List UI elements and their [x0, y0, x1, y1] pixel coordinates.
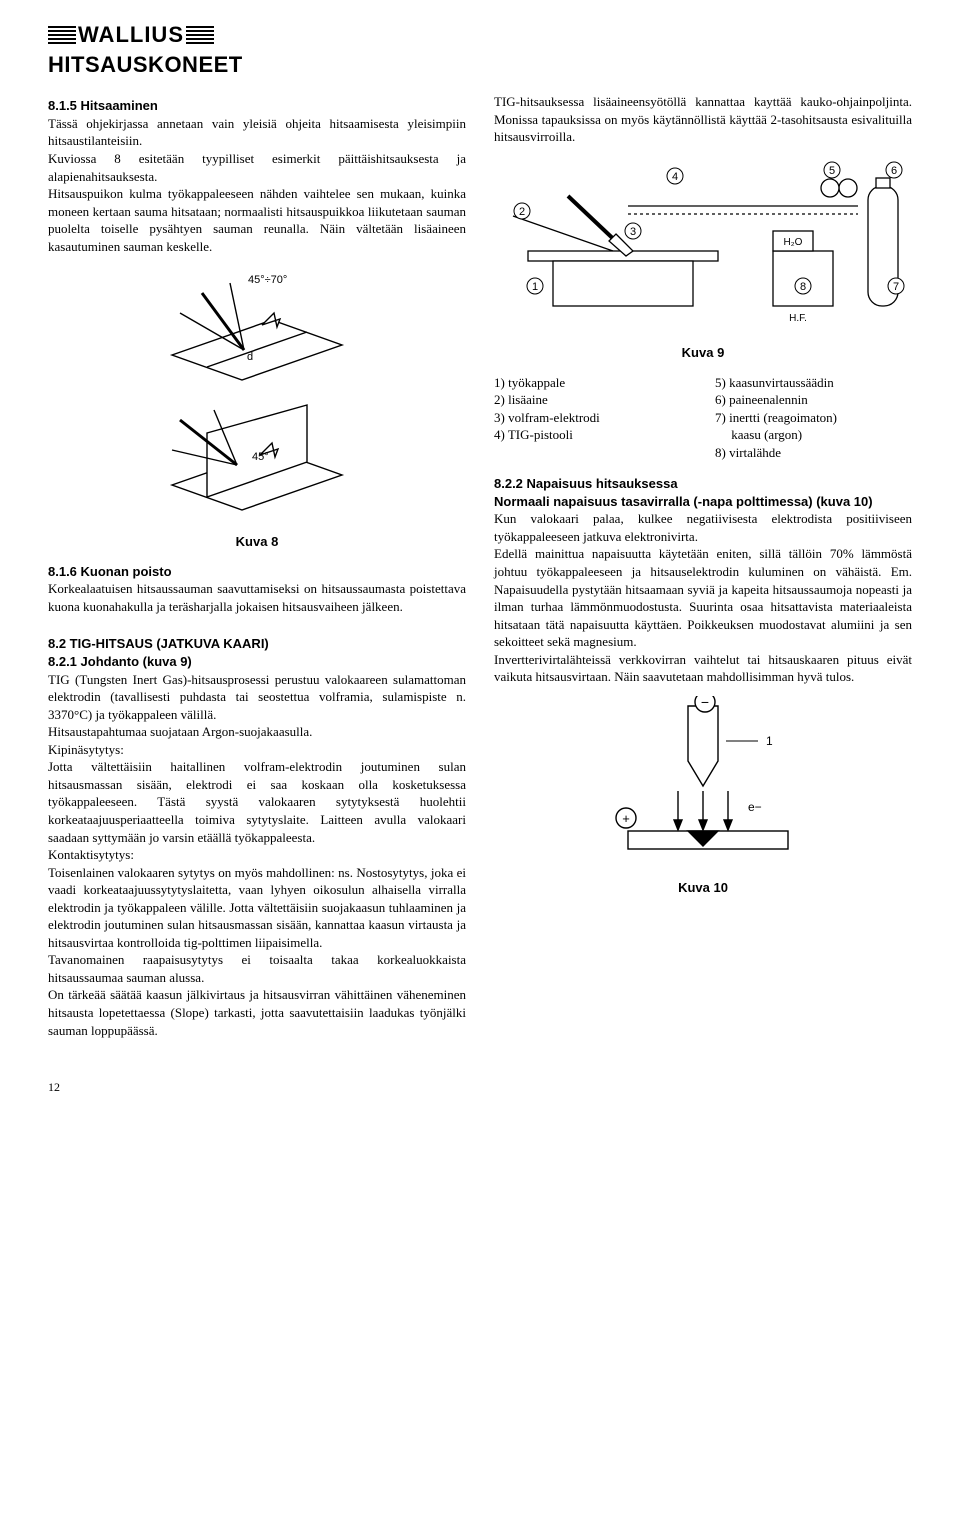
label-kipina: Kipinäsytytys: [48, 741, 466, 759]
fig9-hf: H.F. [789, 313, 807, 324]
logo-stripe-right [186, 26, 214, 44]
fig8-d: d [247, 351, 253, 363]
para-8-2-1f: On tärkeää säätää kaasun jälkivirtaus ja… [48, 986, 466, 1039]
page-number: 12 [48, 1079, 912, 1095]
fig10-plus: + [622, 811, 630, 826]
brand-logo: WALLIUS HITSAUSKONEET [48, 20, 912, 79]
para-8-1-5: Tässä ohjekirjassa annetaan vain yleisiä… [48, 115, 466, 255]
figure-8-caption: Kuva 8 [48, 533, 466, 551]
figure-8: 45°÷70° d 45° [48, 265, 466, 525]
para-8-1-6: Korkealaatuisen hitsaussauman saavuttami… [48, 580, 466, 615]
legend-1: 1) työkappale [494, 374, 691, 392]
fig9-n5: 5 [829, 165, 835, 177]
fig9-n8: 8 [800, 281, 806, 293]
legend-7b: kaasu (argon) [715, 426, 912, 444]
logo-stripe-left [48, 26, 76, 44]
figure-9-caption: Kuva 9 [494, 344, 912, 362]
heading-8-1-6: 8.1.6 Kuonan poisto [48, 563, 466, 581]
left-column: 8.1.5 Hitsaaminen Tässä ohjekirjassa ann… [48, 93, 466, 1039]
heading-8-2-2: 8.2.2 Napaisuus hitsauksessa [494, 475, 912, 493]
figure-9: 1 2 3 4 5 6 7 8 H₂O H.F. [494, 156, 912, 336]
figure-10: − + 1 e− [494, 696, 912, 871]
fig10-minus: − [701, 696, 709, 710]
legend-6: 6) paineenalennin [715, 391, 912, 409]
fig9-n4: 4 [672, 171, 678, 183]
legend-5: 5) kaasunvirtaussäädin [715, 374, 912, 392]
heading-8-1-5: 8.1.5 Hitsaaminen [48, 97, 466, 115]
para-8-2-2b: Edellä mainittua napaisuutta käytetään e… [494, 545, 912, 650]
legend-3: 3) volfram-elektrodi [494, 409, 691, 427]
para-8-2-2c: Invertterivirtalähteissä verkkovirran va… [494, 651, 912, 686]
fig8-angle-bot: 45° [252, 451, 269, 463]
right-column: TIG-hitsauksessa lisäaineensyötöllä kann… [494, 93, 912, 1039]
legend-8: 8) virtalähde [715, 444, 912, 462]
para-8-2-1e: Tavanomainen raapaisusytytys ei toisaalt… [48, 951, 466, 986]
fig8-angle-top: 45°÷70° [248, 274, 287, 286]
fig9-n7: 7 [893, 281, 899, 293]
fig9-n2: 2 [519, 206, 525, 218]
fig10-em: e− [748, 800, 762, 814]
brand-name: WALLIUS [78, 20, 184, 50]
legend-2: 2) lisäaine [494, 391, 691, 409]
fig9-n3: 3 [630, 226, 636, 238]
para-8-2-1d: Toisenlainen valokaaren sytytys on myös … [48, 864, 466, 952]
fig10-one: 1 [766, 734, 773, 748]
legend-7: 7) inertti (reagoimaton) [715, 409, 912, 427]
brand-subname: HITSAUSKONEET [48, 50, 912, 80]
para-tig-intro: TIG-hitsauksessa lisäaineensyötöllä kann… [494, 93, 912, 146]
label-kontakti: Kontaktisytytys: [48, 846, 466, 864]
heading-8-2-1: 8.2.1 Johdanto (kuva 9) [48, 653, 466, 671]
para-8-2-1a: TIG (Tungsten Inert Gas)-hitsausprosessi… [48, 671, 466, 724]
figure-10-caption: Kuva 10 [494, 879, 912, 897]
fig9-h2o: H₂O [784, 237, 803, 248]
legend-4: 4) TIG-pistooli [494, 426, 691, 444]
para-8-2-2a: Kun valokaari palaa, kulkee negatiivises… [494, 510, 912, 545]
para-8-2-1c: Jotta vältettäisiin haitallinen volfram-… [48, 758, 466, 846]
para-8-2-1b: Hitsaustapahtumaa suojataan Argon-suojak… [48, 723, 466, 741]
heading-8-2: 8.2 TIG-HITSAUS (JATKUVA KAARI) [48, 635, 466, 653]
heading-8-2-2b: Normaali napaisuus tasavirralla (-napa p… [494, 493, 912, 511]
brand-line1: WALLIUS [48, 20, 214, 50]
fig9-n6: 6 [891, 165, 897, 177]
fig9-n1: 1 [532, 281, 538, 293]
figure-9-legend: 1) työkappale 2) lisäaine 3) volfram-ele… [494, 374, 912, 462]
